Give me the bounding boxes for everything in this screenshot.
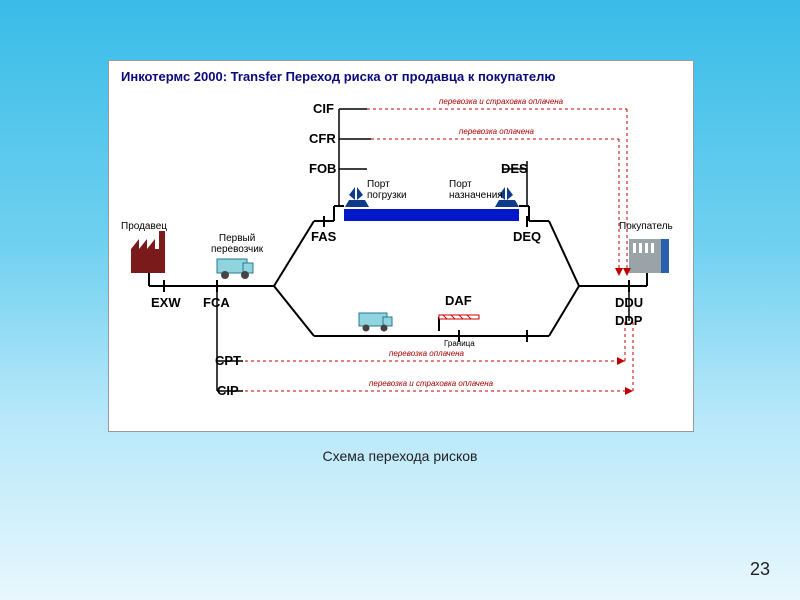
term-exw: EXW bbox=[151, 295, 181, 310]
ship-loading-icon bbox=[345, 187, 369, 207]
term-daf: DAF bbox=[445, 293, 472, 308]
term-deq: DEQ bbox=[513, 229, 541, 244]
buyer-icon bbox=[629, 239, 669, 273]
cfr-arrow bbox=[371, 139, 623, 276]
term-cpt: CPT bbox=[215, 353, 241, 368]
cfr-note: перевозка оплачена bbox=[459, 127, 534, 136]
cpt-note: перевозка оплачена bbox=[389, 349, 464, 358]
truck-first-carrier-icon bbox=[217, 259, 253, 279]
term-fca: FCA bbox=[203, 295, 230, 310]
cif-note: перевозка и страховка оплачена bbox=[439, 97, 563, 106]
term-fob: FOB bbox=[309, 161, 336, 176]
cpt-arrow bbox=[245, 321, 625, 365]
diagram: Инкотермс 2000: Transfer Переход риска о… bbox=[108, 60, 694, 432]
seller-label: Продавец bbox=[121, 221, 167, 232]
term-cip: CIP bbox=[217, 383, 239, 398]
truck-border-icon bbox=[359, 313, 392, 332]
first-carrier-label: Первый перевозчик bbox=[211, 233, 263, 255]
term-fas: FAS bbox=[311, 229, 336, 244]
slide: Инкотермс 2000: Transfer Переход риска о… bbox=[0, 0, 800, 600]
seller-icon bbox=[131, 231, 165, 273]
border-label: Граница bbox=[444, 339, 475, 348]
term-ddu: DDU bbox=[615, 295, 643, 310]
slide-caption: Схема перехода рисков bbox=[0, 448, 800, 464]
page-number: 23 bbox=[750, 559, 770, 580]
buyer-label: Покупатель bbox=[619, 221, 673, 232]
border-barrier-icon bbox=[439, 315, 479, 331]
diagram-svg bbox=[109, 61, 693, 431]
term-ddp: DDP bbox=[615, 313, 642, 328]
cip-note: перевозка и страховка оплачена bbox=[369, 379, 493, 388]
term-des: DES bbox=[501, 161, 528, 176]
port-dest-label: Порт назначения bbox=[449, 179, 503, 201]
term-cfr: CFR bbox=[309, 131, 336, 146]
port-loading-label: Порт погрузки bbox=[367, 179, 407, 201]
term-cif: CIF bbox=[313, 101, 334, 116]
